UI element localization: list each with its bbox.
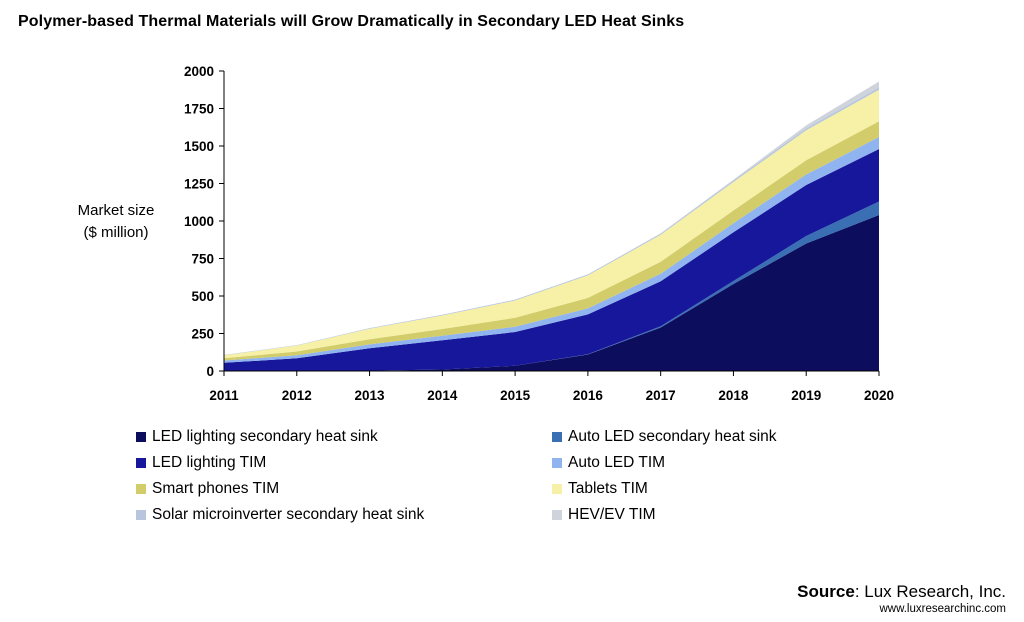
y-tick-label: 0	[206, 364, 214, 379]
x-tick-label: 2017	[646, 388, 676, 403]
source-text: : Lux Research, Inc.	[854, 582, 1006, 601]
y-axis-label: Market size ($ million)	[62, 200, 170, 244]
x-tick-label: 2013	[355, 388, 386, 403]
area-series-5	[224, 89, 879, 359]
x-tick-label: 2011	[209, 388, 239, 403]
area-series-2	[224, 149, 879, 371]
area-series-3	[224, 137, 879, 363]
x-tick-label: 2018	[718, 388, 749, 403]
source-url: www.luxresearchinc.com	[879, 603, 1006, 615]
source-label: Source	[797, 582, 855, 601]
x-tick-label: 2014	[427, 388, 458, 403]
x-tick-label: 2019	[791, 388, 821, 403]
area-series-0	[224, 215, 879, 371]
y-tick-label: 2000	[184, 64, 214, 79]
y-tick-label: 1500	[184, 139, 214, 154]
chart-title: Polymer-based Thermal Materials will Gro…	[18, 13, 685, 30]
y-tick-label: 1000	[184, 214, 214, 229]
area-series-4	[224, 121, 879, 361]
y-tick-label: 500	[191, 289, 214, 304]
y-tick-label: 250	[191, 327, 214, 342]
x-tick-label: 2015	[500, 388, 531, 403]
y-tick-label: 750	[191, 252, 214, 267]
source-credit: Source: Lux Research, Inc.	[797, 582, 1006, 602]
y-tick-label: 1750	[184, 102, 214, 117]
x-tick-label: 2016	[573, 388, 604, 403]
y-axis-label-line-1: Market size	[77, 202, 155, 219]
x-tick-label: 2012	[282, 388, 312, 403]
y-tick-label: 1250	[184, 177, 214, 192]
y-axis-label-line-2: ($ million)	[83, 224, 149, 241]
x-tick-label: 2020	[864, 388, 894, 403]
